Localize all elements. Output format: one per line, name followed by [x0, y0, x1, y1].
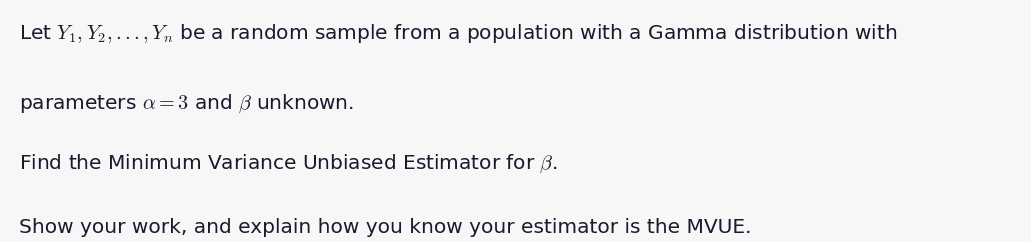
Text: Find the Minimum Variance Unbiased Estimator for $\beta$.: Find the Minimum Variance Unbiased Estim… — [19, 152, 557, 175]
Text: Show your work, and explain how you know your estimator is the MVUE.: Show your work, and explain how you know… — [19, 218, 751, 237]
Text: parameters $\alpha = 3$ and $\beta$ unknown.: parameters $\alpha = 3$ and $\beta$ unkn… — [19, 92, 354, 114]
Text: Let $Y_1, Y_2, ..., Y_n$ be a random sample from a population with a Gamma distr: Let $Y_1, Y_2, ..., Y_n$ be a random sam… — [19, 22, 897, 45]
